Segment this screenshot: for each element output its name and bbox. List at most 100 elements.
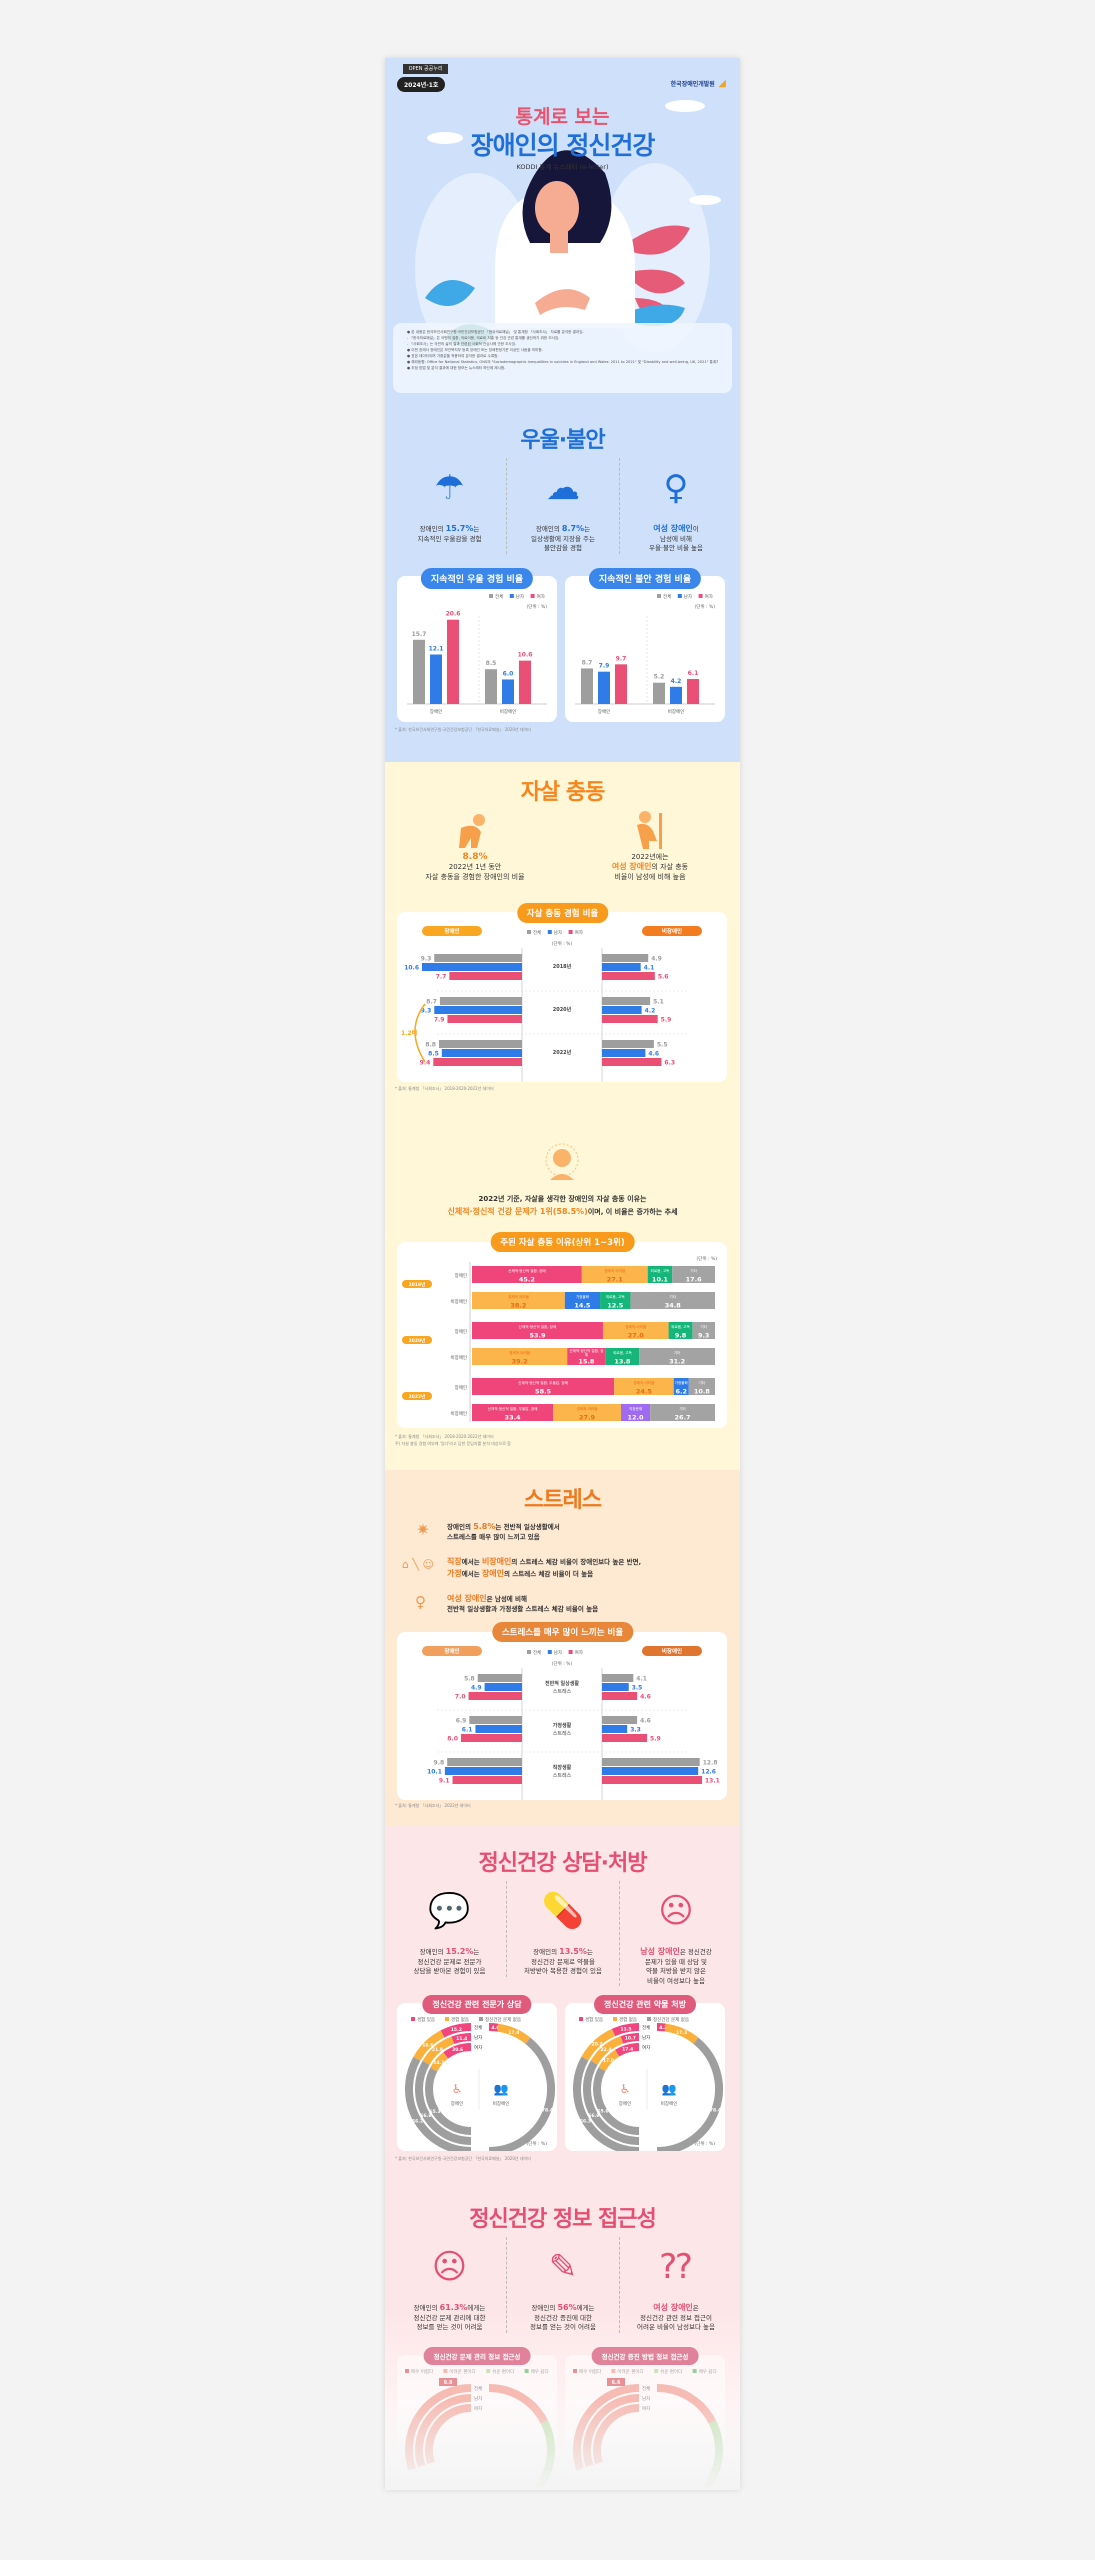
legend-label: 남자 [516,593,525,600]
segment-label: 외로움, 고독 [671,1325,690,1329]
bar-value-label: 10.6 [518,652,533,659]
stacked-segment [553,1404,621,1421]
segment-label: 가정불화 [674,1381,688,1385]
bar-right [602,1674,634,1682]
donut-value: 78.4 [542,2108,553,2114]
donut-segment [583,2060,640,2145]
legend-label: 남자 [684,593,693,600]
segment-value: 58.5 [535,1388,552,1396]
donut-value: 15.2 [451,2027,462,2033]
donut-segment [422,2036,455,2065]
subtitle: KODDI 통계 뉴스레터 (e-letter) [516,163,609,171]
ring-label: 전체 [474,2024,482,2031]
category-label: 가정생활 [553,1722,572,1729]
donut-value: 66.3 [580,2118,591,2124]
segment-label-box: 외로움, 고독 [671,1325,690,1329]
fact-item: ☹ 장애인의 61.3%에게는 정신건강 문제 관리에 대한 정보를 얻는 것이 어려… [393,2237,506,2333]
fact-item: ☁ 장애인의 8.7%는 일상생활에 지장을 주는 불안감을 경험 [506,458,619,554]
legend-label: 매우 쉽다 [699,2368,718,2375]
bar [598,671,610,704]
bar-left [477,1674,522,1682]
legend-label: 어려운 편이다 [449,2368,476,2375]
stacked-segment [602,1322,669,1339]
bar-value-label: 6.1 [462,1727,473,1734]
title-top: 통계로 보는 [515,106,610,128]
segment-value: 45.2 [519,1276,535,1284]
legend-label: 경험 없음 [619,2016,637,2023]
bar-value-label: 5.9 [650,1736,661,1743]
infographic: OPEN 공공누리 2024년-1호 한국장애인개발원 ◢ 통계로 보는 장애인… [385,58,740,2490]
fact-item: ☂ 장애인의 15.7%는 지속적인 우울감을 경험 [393,458,506,544]
bar-value-label: 5.9 [661,1017,672,1024]
segment-label-box: 외로움, 고독 [606,1295,625,1299]
bar-left [433,1058,522,1066]
bar-value-label: 8.8 [425,1042,436,1049]
bar-left [439,997,522,1005]
stacked-segment [639,1348,715,1365]
bar [485,669,497,704]
segment-value: 53.9 [529,1332,546,1340]
stacked-segment [692,1322,715,1339]
bar-right [602,1776,702,1784]
legend-label: 전체 [663,593,671,600]
segment-label: 경제적 어려움 [633,1381,655,1385]
stress-chart-card: 전체 남자 여자 (단위 : %) 장애인 비장애인 전반적 일상생활 스트레스 5.8 4.1 4… [397,1632,727,1800]
donut-segment [598,2049,620,2072]
info-access-section: 정신건강 정보 접근성 ☹ 장애인의 61.3%에게는 정신건강 문제 관리에 대한… [385,2165,740,2490]
fact-text: 정신건강 문제 관리에 대한 [413,2313,486,2322]
year-badge [402,1336,432,1344]
donut-value: 65.3 [430,2109,441,2115]
segment-label-box: 직장문제 [629,1407,642,1411]
bar-value-label: 4.6 [648,1051,659,1058]
bar [615,664,627,704]
bar-right [602,1734,648,1742]
legend-label: 경험 없음 [451,2016,469,2023]
bar [519,660,531,704]
source-note: * 출처: 통계청 「사회조사」 2022년 데이터 [395,1803,471,1808]
fact-text: 정신건강 문제로 약물을 [531,1957,595,1966]
segment-label-box: 신체적·정신적 질환, 장애 [508,1269,546,1273]
exhausted-person-icon [459,814,485,848]
stress-fact-1: 장애인의 5.8%는 전반적 일상생활에서 스트레스를 매우 많이 느끼고 있음 [447,1522,560,1541]
group-label: 비장애인 [662,927,682,935]
donut-value: 9.8 [444,2380,453,2386]
donut-segment [593,2067,640,2135]
segment-label: 기타 [669,1295,677,1299]
legend-label: 경험 있음 [585,2016,603,2023]
chart-title: 정신건강 문제 관리 정보 접근성 [423,2347,531,2365]
segment-label-box: 가정불화 [674,1381,688,1385]
bar-left [447,1758,522,1766]
bar-value-label: 7.0 [455,1694,466,1701]
legend-label: 정신건강 문제 없음 [485,2016,521,2023]
chart-title: 스트레스를 매우 많이 느끼는 비율 [491,1622,634,1642]
stress-fact-2: 직장에서는 비장애인의 스트레스 체감 비율이 장애인보다 높은 반면, 가정에서… [447,1557,642,1578]
fact-text: 불안감을 경험 [544,544,582,552]
disabled-label: 장애인 [619,2100,631,2107]
segment-label: 기타 [673,1351,681,1355]
segment-value: 27.9 [579,1414,596,1422]
donut-segment [497,2023,531,2044]
year-label: 2020년 [409,1337,426,1344]
bar-left [438,1040,522,1048]
fact-suicide-rate: 8.8% 2022년 1년 동안 자살 충동을 경험한 장애인의 비율 [425,852,525,881]
bar-right [602,1040,654,1048]
category-label: 2018년 [553,963,572,970]
legend-swatch [547,930,552,934]
category-label: 스트레스 [553,1688,572,1695]
donut-value: 10.7 [625,2036,636,2042]
stacked-segment [650,1404,715,1421]
chart-title: 지속적인 불안 경험 비율 [588,568,702,589]
segment-label: 경제적 어려움 [509,1351,531,1355]
bar-value-label: 3.5 [632,1685,643,1692]
legend-swatch [489,594,493,598]
chart-title: 정신건강 관련 약물 처방 [594,1995,696,2014]
fact-text: 13.5% [559,1947,587,1956]
bar-left [422,963,522,971]
legend-swatch [677,594,682,598]
donut-segment [415,2060,472,2145]
bar-value-label: 13.1 [705,1778,720,1785]
stacked-segment [672,1266,715,1283]
bar-value-label: 7.9 [599,663,610,670]
fact-text: 은 정신건강 [679,1948,712,1956]
donut-segment [573,2056,640,2155]
